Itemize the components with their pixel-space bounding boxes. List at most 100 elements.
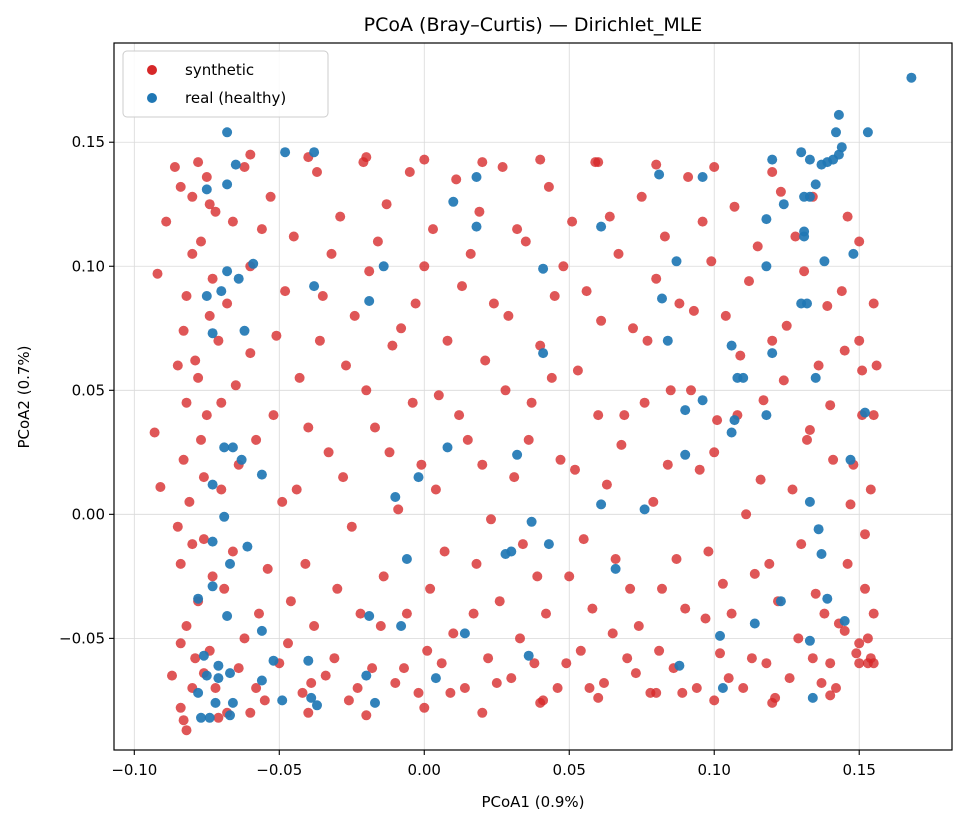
real-healthy-point xyxy=(242,541,253,552)
synthetic-point xyxy=(825,400,836,411)
real-healthy-point xyxy=(227,697,238,708)
real-healthy-point xyxy=(361,670,372,681)
real-healthy-point xyxy=(213,673,224,684)
real-healthy-point xyxy=(538,348,549,359)
synthetic-point xyxy=(744,276,754,287)
real-healthy-point xyxy=(506,546,517,557)
x-tick-label: −0.10 xyxy=(111,761,157,779)
synthetic-point xyxy=(654,645,665,656)
real-healthy-point xyxy=(233,273,244,284)
synthetic-point xyxy=(816,678,827,688)
synthetic-point xyxy=(738,683,749,693)
synthetic-point xyxy=(546,372,557,383)
synthetic-point xyxy=(567,216,578,227)
synthetic-point xyxy=(329,653,340,664)
synthetic-point xyxy=(758,395,769,406)
synthetic-point xyxy=(361,152,372,163)
synthetic-point xyxy=(625,583,636,594)
real-healthy-point xyxy=(401,554,412,564)
synthetic-point xyxy=(181,291,192,301)
synthetic-point xyxy=(526,397,537,408)
real-healthy-point xyxy=(201,184,212,195)
legend-marker-synthetic xyxy=(147,65,157,75)
synthetic-point xyxy=(262,563,273,574)
synthetic-point xyxy=(572,365,583,376)
synthetic-point xyxy=(254,608,264,619)
synthetic-point xyxy=(535,697,546,708)
synthetic-point xyxy=(181,725,192,736)
real-healthy-point xyxy=(538,263,549,274)
synthetic-point xyxy=(401,608,412,619)
real-healthy-point xyxy=(697,172,708,182)
synthetic-point xyxy=(346,521,357,532)
synthetic-point xyxy=(477,707,488,718)
real-healthy-point xyxy=(201,291,212,301)
synthetic-point xyxy=(294,372,305,383)
synthetic-point xyxy=(283,638,293,649)
real-healthy-point xyxy=(816,159,827,170)
real-healthy-point xyxy=(761,261,772,272)
synthetic-point xyxy=(196,236,206,247)
real-healthy-point xyxy=(697,395,708,406)
legend-marker-real-healthy xyxy=(147,93,157,103)
synthetic-point xyxy=(393,504,404,515)
synthetic-point xyxy=(523,434,534,445)
synthetic-point xyxy=(213,712,224,723)
synthetic-point xyxy=(822,301,833,311)
synthetic-point xyxy=(462,434,473,445)
real-healthy-point xyxy=(845,454,856,465)
synthetic-point xyxy=(245,707,256,718)
synthetic-point xyxy=(193,372,204,383)
synthetic-point xyxy=(561,658,572,669)
synthetic-point xyxy=(729,201,740,212)
synthetic-point xyxy=(204,199,215,210)
real-healthy-point xyxy=(807,692,818,703)
real-healthy-point xyxy=(210,697,221,708)
synthetic-point xyxy=(813,360,824,371)
synthetic-point xyxy=(355,608,366,619)
synthetic-point xyxy=(836,286,847,297)
synthetic-point xyxy=(155,482,166,492)
synthetic-point xyxy=(657,583,667,594)
synthetic-point xyxy=(633,621,644,631)
real-healthy-point xyxy=(816,549,827,559)
synthetic-point xyxy=(280,286,291,297)
synthetic-point xyxy=(497,162,508,172)
chart-title: PCoA (Bray–Curtis) — Dirichlet_MLE xyxy=(364,14,703,36)
real-healthy-point xyxy=(833,109,844,120)
synthetic-point xyxy=(802,434,812,445)
real-healthy-point xyxy=(596,221,607,232)
real-healthy-point xyxy=(526,516,537,527)
synthetic-point xyxy=(723,673,734,684)
real-healthy-point xyxy=(312,700,322,711)
real-healthy-point xyxy=(680,405,691,416)
synthetic-point xyxy=(845,499,856,510)
synthetic-point xyxy=(787,484,798,495)
synthetic-point xyxy=(396,323,407,334)
synthetic-point xyxy=(715,648,725,659)
x-tick-label: 0.05 xyxy=(553,761,586,779)
real-healthy-point xyxy=(225,558,235,569)
real-healthy-point xyxy=(268,655,279,666)
synthetic-point xyxy=(256,224,267,235)
real-healthy-point xyxy=(306,692,317,703)
real-healthy-point xyxy=(471,172,482,182)
synthetic-point xyxy=(216,397,227,408)
real-healthy-point xyxy=(256,625,267,636)
synthetic-point xyxy=(862,633,873,644)
synthetic-point xyxy=(610,554,621,564)
synthetic-point xyxy=(761,658,772,669)
synthetic-point xyxy=(448,628,459,639)
synthetic-point xyxy=(419,702,430,713)
synthetic-point xyxy=(520,236,531,247)
y-tick-label: 0.05 xyxy=(72,381,105,399)
synthetic-point xyxy=(491,678,502,688)
real-healthy-point xyxy=(671,256,682,267)
synthetic-point xyxy=(430,484,441,495)
synthetic-point xyxy=(825,658,836,669)
synthetic-point xyxy=(317,291,328,301)
synthetic-point xyxy=(506,673,517,684)
synthetic-point xyxy=(361,710,372,721)
synthetic-point xyxy=(172,521,183,532)
synthetic-point xyxy=(169,162,180,172)
